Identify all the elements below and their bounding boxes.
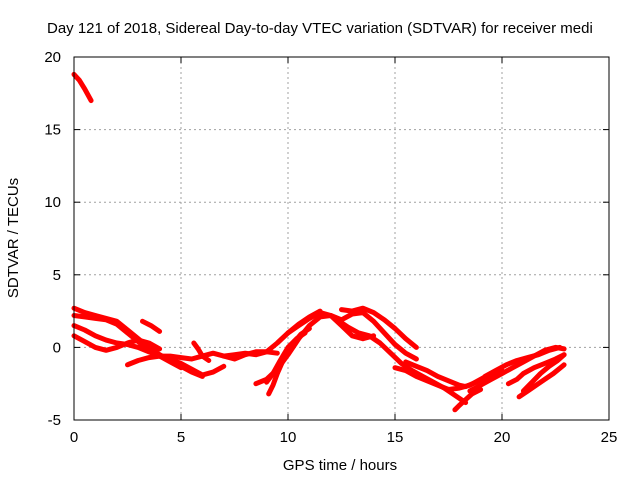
data-series-track-20	[482, 344, 563, 379]
data-series-track-13	[285, 310, 419, 362]
x-tick-label: 15	[387, 429, 404, 446]
x-axis-label: GPS time / hours	[283, 457, 397, 474]
x-tick-label: 25	[601, 429, 618, 446]
data-series-track-18	[452, 387, 484, 413]
data-series-track-4	[71, 323, 227, 378]
y-tick-label: 5	[53, 267, 61, 284]
data-series-track-1	[71, 71, 94, 104]
data-tracks	[71, 71, 567, 413]
data-series-track-8	[191, 340, 212, 363]
data-series-track-11	[266, 326, 312, 397]
y-tick-label: -5	[48, 412, 61, 429]
data-series-track-17	[403, 359, 501, 390]
x-tick-label: 20	[494, 429, 511, 446]
grid-lines	[74, 57, 609, 420]
y-tick-label: 20	[44, 49, 61, 66]
data-series-track-6	[140, 318, 163, 334]
plot-frame	[73, 56, 610, 421]
x-tick-label: 10	[280, 429, 297, 446]
data-series-track-19	[467, 344, 567, 394]
chart-title: Day 121 of 2018, Sidereal Day-to-day VTE…	[47, 20, 593, 37]
y-tick-label: 15	[44, 122, 61, 139]
data-series-track-5	[71, 333, 163, 353]
y-axis-label: SDTVAR / TECUs	[5, 178, 22, 298]
x-tick-label: 5	[177, 429, 185, 446]
y-tick-label: 0	[53, 339, 61, 356]
y-tick-label: 10	[44, 194, 61, 211]
data-series-track-14	[339, 305, 419, 350]
data-series-track-12	[253, 313, 377, 387]
x-tick-label: 0	[70, 429, 78, 446]
data-series-track-23	[520, 352, 567, 394]
axis-ticks: 0 5 10 15 20 25 -5 0 5 10 15 20	[44, 49, 617, 446]
data-series-track-22	[516, 362, 567, 400]
